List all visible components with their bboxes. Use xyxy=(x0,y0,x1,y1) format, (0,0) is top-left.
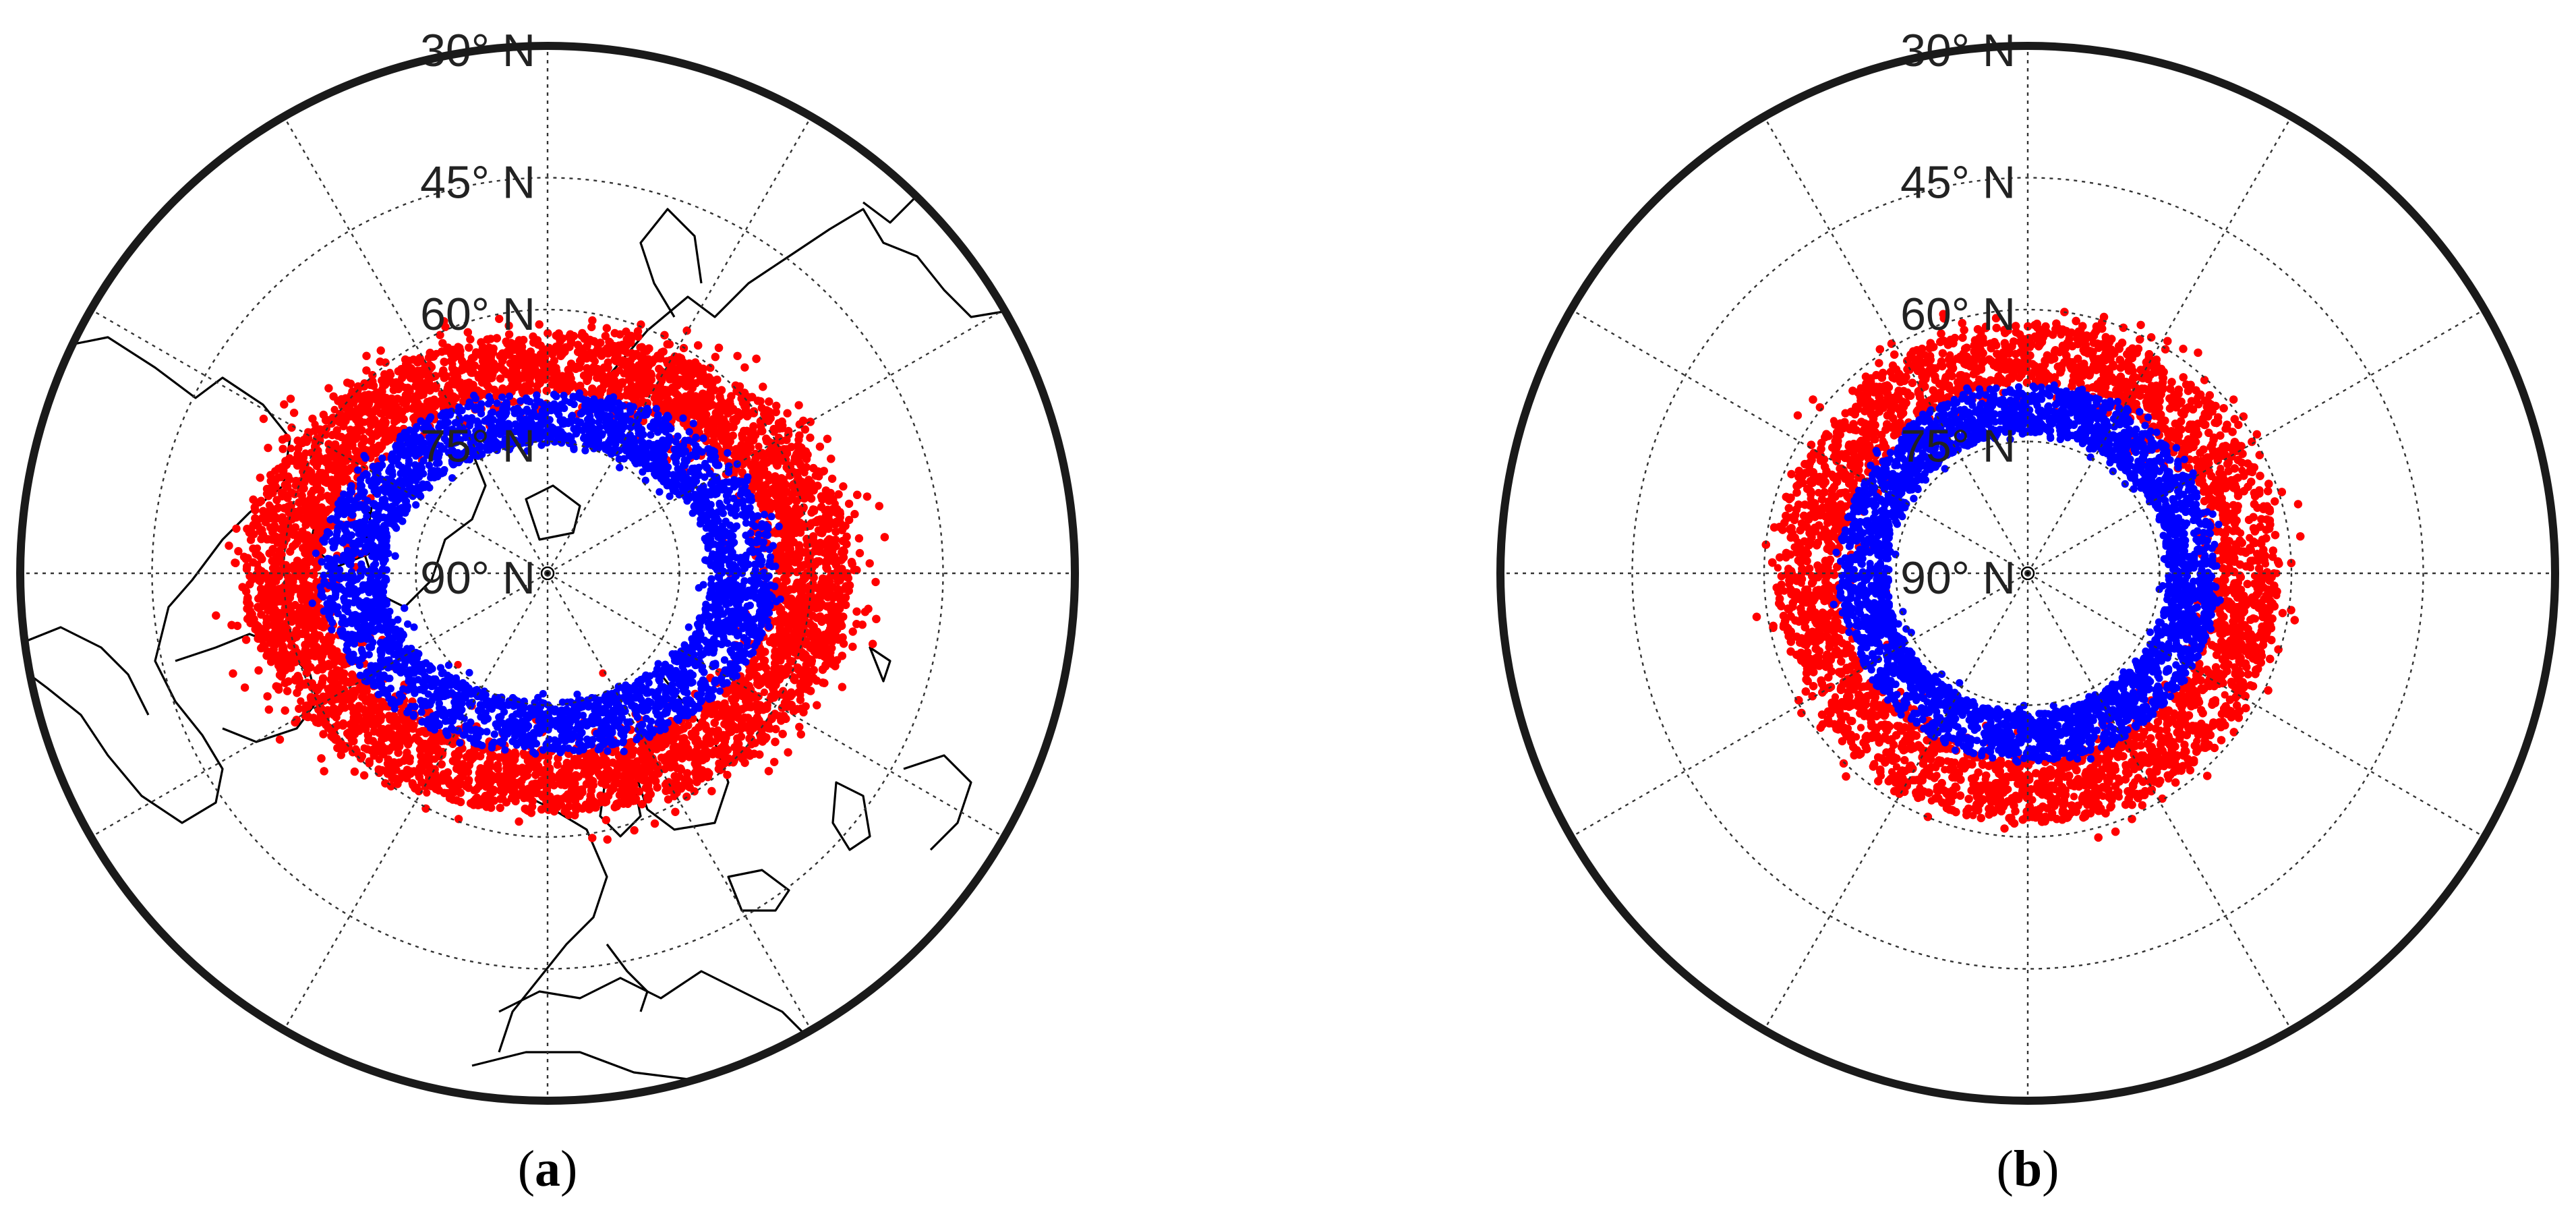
meridian-line xyxy=(546,573,813,1031)
latitude-label: 75° N xyxy=(1900,421,2016,472)
latitude-label: 90° N xyxy=(1900,552,2016,604)
meridian-line xyxy=(547,572,1005,838)
latitude-labels-a: 30° N45° N60° N75° N90° N xyxy=(420,25,535,604)
map-frame-b xyxy=(1496,42,2559,1105)
coastline-north-africa xyxy=(471,1051,689,1081)
graticule-b xyxy=(1500,46,2555,1101)
coastline-europe xyxy=(498,788,608,1053)
meridian-line xyxy=(2027,308,2485,575)
panel-caption-b: (b) xyxy=(1996,1141,2059,1197)
pole-dot-a xyxy=(546,571,550,575)
latitude-circle xyxy=(151,177,944,970)
aurora-scatter-b xyxy=(1752,308,2305,842)
latitude-label: 90° N xyxy=(420,552,535,604)
latitude-label: 45° N xyxy=(1900,157,2016,208)
meridian-line xyxy=(546,116,813,574)
coastline-italy xyxy=(606,944,649,1012)
meridian-line xyxy=(1571,308,2028,575)
map-panel-b: 30° N45° N60° N75° N90° N xyxy=(1496,25,2559,1105)
meridian-line xyxy=(2026,573,2293,1031)
meridian-line xyxy=(2026,116,2293,574)
meridian-line xyxy=(1763,116,2029,574)
aurora-scatter-a xyxy=(212,314,889,844)
coastline-arabia xyxy=(903,754,972,851)
coastline-alaska xyxy=(26,626,150,716)
pole-marker-b xyxy=(2020,566,2035,581)
latitude-circle xyxy=(1763,308,2293,838)
latitude-label: 60° N xyxy=(1900,289,2016,340)
map-frame-a xyxy=(16,42,1079,1105)
coastline-caspian xyxy=(831,781,871,851)
panel-label-a: a xyxy=(535,1141,560,1197)
graticule-a xyxy=(20,46,1075,1101)
coastline-siberia xyxy=(606,208,1040,379)
pole-marker-a xyxy=(540,566,555,581)
coastlines-a xyxy=(20,194,1075,1081)
panel-caption-a: (a) xyxy=(517,1141,578,1197)
latitude-label: 60° N xyxy=(420,289,535,340)
coastline-kamchatka xyxy=(639,208,703,318)
coastline-north-america xyxy=(20,336,291,824)
meridian-line xyxy=(2027,572,2485,838)
coastline-mediterranean xyxy=(498,970,811,1040)
meridian-line xyxy=(283,573,549,1031)
latitude-label: 75° N xyxy=(420,421,535,472)
meridian-line xyxy=(90,572,548,838)
latitude-circle xyxy=(283,308,813,838)
latitude-circle xyxy=(1631,177,2424,970)
latitude-label: 45° N xyxy=(420,157,535,208)
meridian-line xyxy=(1763,573,2029,1031)
latitude-labels-b: 30° N45° N60° N75° N90° N xyxy=(1900,25,2016,604)
meridian-line xyxy=(90,308,548,575)
meridian-line xyxy=(1571,572,2028,838)
meridian-line xyxy=(547,308,1005,575)
map-panel-a: 30° N45° N60° N75° N90° N xyxy=(16,25,1079,1105)
panel-label-b: b xyxy=(2013,1141,2043,1197)
meridian-line xyxy=(283,116,549,574)
coastline-svalbard xyxy=(525,484,581,541)
coastline-baikal xyxy=(869,646,891,683)
coastline-black-sea xyxy=(727,869,790,912)
pole-dot-b xyxy=(2026,571,2030,575)
